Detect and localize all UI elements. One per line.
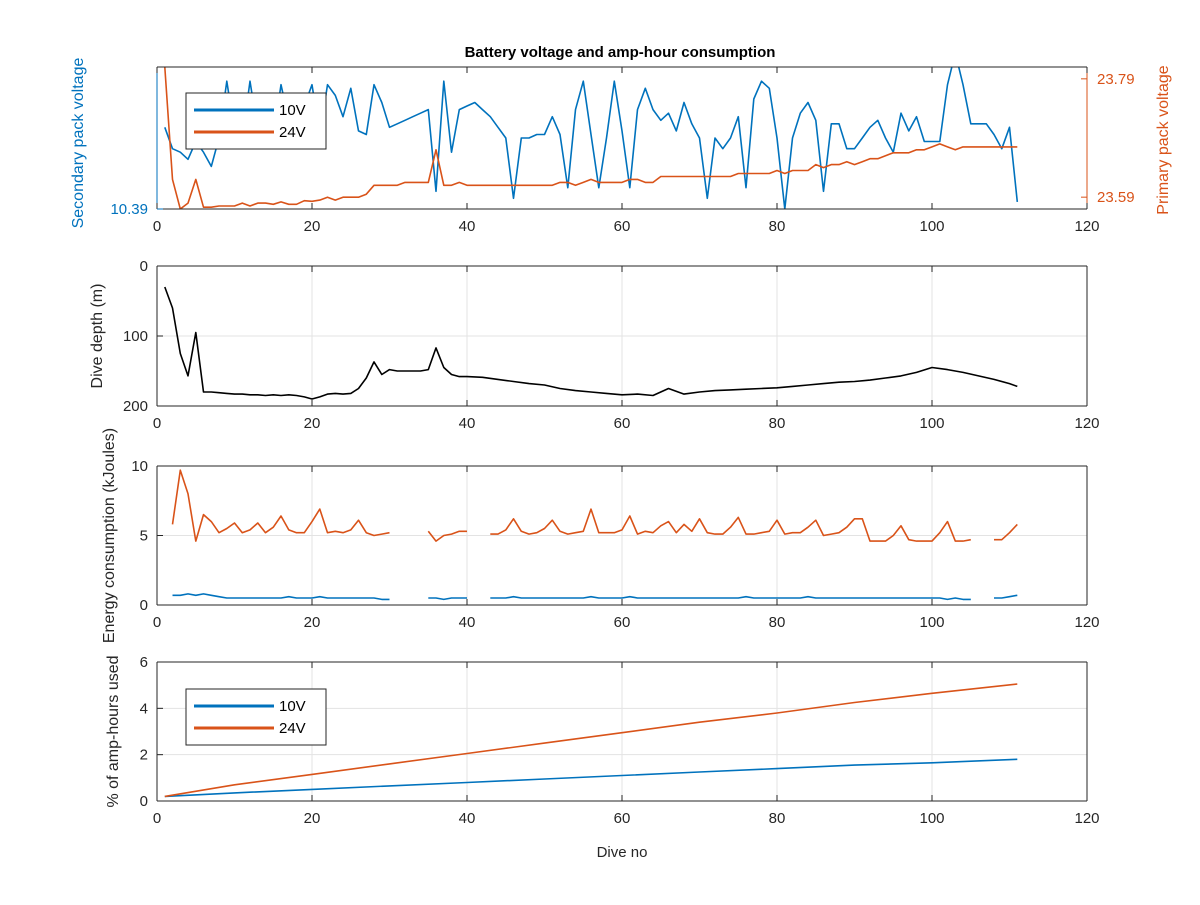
x-tick-label: 40 (459, 810, 476, 827)
y-tick-label-right: 23.59 (1097, 189, 1135, 206)
x-tick-label: 100 (919, 614, 944, 631)
y-axis-label: Energy consumption (kJoules) (101, 428, 118, 643)
series-group (164, 286, 1018, 400)
y-axis-label: Dive depth (m) (89, 284, 106, 389)
series-line-24v (164, 683, 1018, 798)
legend-box (185, 92, 327, 150)
legend-box (185, 688, 327, 746)
y-tick-label-right: 23.79 (1097, 71, 1135, 88)
x-tick-label: 120 (1074, 218, 1099, 235)
x-tick-label: 120 (1074, 614, 1099, 631)
y-tick-label: 5 (140, 528, 148, 545)
x-tick-label: 40 (459, 415, 476, 432)
y-tick-label: 100 (123, 328, 148, 345)
series-line-24v (164, 67, 1018, 209)
x-tick-label: 0 (153, 614, 161, 631)
y-tick-label: 0 (140, 597, 148, 614)
legend-label: 24V (279, 720, 306, 737)
x-tick-label: 0 (153, 810, 161, 827)
x-tick-label: 60 (614, 415, 631, 432)
x-tick-label: 100 (919, 810, 944, 827)
series-group (171, 469, 1018, 601)
y-axis-label: % of amp-hours used (105, 655, 122, 807)
y-tick-label: 6 (140, 654, 148, 671)
subplot-1: 0 20 40 60 80 100 120 10.39 23.59 23.79 Secondary … (70, 58, 1172, 235)
series-line-10v (994, 594, 1018, 599)
y-tick-label: 10.39 (110, 201, 148, 218)
y-tick-label: 200 (123, 398, 148, 415)
series-line-10v (428, 597, 467, 601)
subplot-4: 0 20 40 60 80 100 120 0 2 4 6 % of amp-hours used Di… (105, 654, 1100, 861)
y-axis-label: Secondary pack voltage (70, 58, 87, 229)
series-line-24v (427, 530, 467, 542)
y-tick-label: 4 (140, 700, 148, 717)
x-tick-label: 80 (769, 415, 786, 432)
x-tick-label: 100 (919, 218, 944, 235)
x-tick-label: 0 (153, 415, 161, 432)
x-tick-label: 40 (459, 218, 476, 235)
x-tick-label: 40 (459, 614, 476, 631)
y-tick-label: 0 (140, 258, 148, 275)
series-line-24v (171, 469, 390, 542)
series-line-24v (490, 508, 971, 542)
x-tick-label: 20 (304, 415, 321, 432)
series-line-depth (164, 286, 1018, 400)
subplot-2: 0 20 40 60 80 100 120 0 100 200 Dive depth (m) (89, 258, 1100, 432)
x-tick-label: 0 (153, 218, 161, 235)
x-tick-label: 80 (769, 614, 786, 631)
subplot-3: 0 20 40 60 80 100 120 0 5 10 Energy consumption (k… (101, 428, 1100, 643)
y-tick-label: 10 (131, 458, 148, 475)
x-tick-label: 120 (1074, 810, 1099, 827)
x-tick-label: 120 (1074, 415, 1099, 432)
x-tick-label: 80 (769, 810, 786, 827)
x-tick-label: 20 (304, 614, 321, 631)
series-line-24v (994, 523, 1018, 541)
x-tick-label: 60 (614, 810, 631, 827)
figure-title: Battery voltage and amp-hour consumption (465, 44, 776, 61)
x-axis-label: Dive no (597, 844, 648, 861)
y-tick-label: 2 (140, 747, 148, 764)
x-tick-label: 80 (769, 218, 786, 235)
y-axis-label-right: Primary pack voltage (1155, 65, 1172, 214)
x-tick-label: 100 (919, 415, 944, 432)
series-line-10v (172, 593, 390, 601)
x-tick-label: 60 (614, 218, 631, 235)
legend-label: 10V (279, 102, 306, 119)
series-line-10v (164, 758, 1018, 798)
series-line-10v (490, 595, 971, 601)
series-group (164, 683, 1018, 798)
y-tick-label: 0 (140, 793, 148, 810)
x-tick-label: 20 (304, 218, 321, 235)
x-tick-label: 60 (614, 614, 631, 631)
legend-label: 10V (279, 698, 306, 715)
legend-label: 24V (279, 124, 306, 141)
x-tick-label: 20 (304, 810, 321, 827)
